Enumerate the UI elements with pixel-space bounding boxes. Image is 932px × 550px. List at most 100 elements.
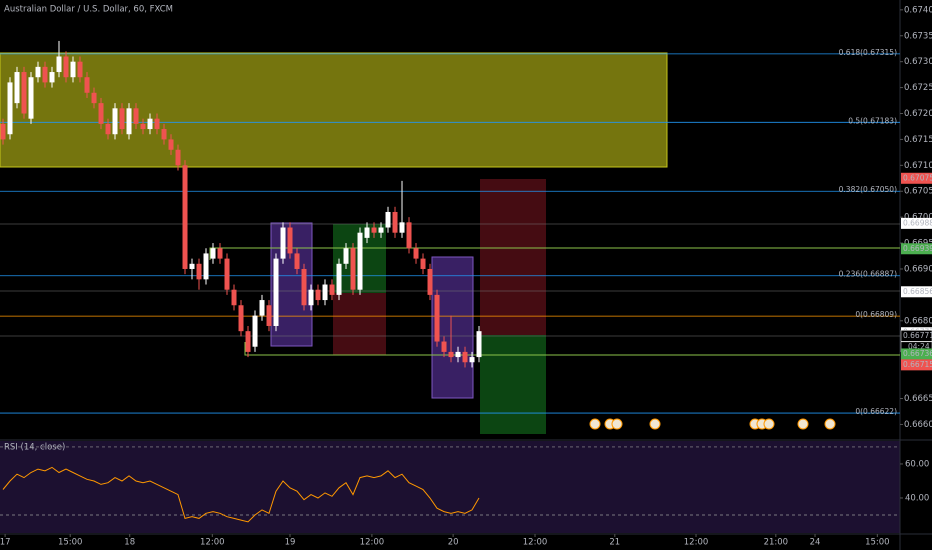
candle-body	[84, 77, 90, 93]
x-tick-label: 15:00	[865, 538, 890, 548]
x-tick-label: 24	[810, 538, 821, 548]
candle-body	[294, 253, 300, 269]
candle-body	[287, 227, 293, 254]
x-tick-label: 21:00	[764, 538, 789, 548]
candle-body	[399, 222, 405, 233]
candle-body	[21, 72, 27, 114]
y-tick-label: 60.00	[905, 459, 929, 469]
candle-body	[196, 263, 202, 280]
candle-body	[476, 331, 482, 358]
trend-line	[244, 342, 900, 356]
candle-body	[35, 66, 41, 78]
event-icon	[649, 418, 661, 430]
candle-body	[0, 123, 6, 140]
candle-body	[322, 284, 328, 301]
candle-body	[385, 211, 391, 228]
candle-body	[378, 227, 384, 233]
event-icon	[611, 418, 623, 430]
candle-body	[357, 232, 363, 290]
rsi-panel	[0, 441, 900, 533]
event-icon	[824, 418, 836, 430]
candle-body	[273, 258, 279, 326]
price-label-text: 0.66856	[903, 287, 932, 296]
candle-body	[462, 351, 468, 363]
candle-body	[161, 129, 167, 140]
candle-body	[280, 227, 286, 259]
candle-body	[329, 284, 335, 295]
candle-body	[343, 248, 349, 264]
candle-body	[336, 263, 342, 295]
indicator-title: RSI (14, close)	[4, 443, 65, 453]
price-label	[901, 359, 932, 371]
candle-body	[364, 227, 370, 238]
event-icon	[763, 418, 775, 430]
candle-body	[420, 258, 426, 269]
x-tick-label: 21	[609, 538, 620, 548]
fib-level-label: 0.236(0.66887)	[839, 270, 897, 279]
candle-body	[49, 72, 55, 83]
candle-body	[434, 294, 440, 342]
x-tick-label: 19	[285, 538, 296, 548]
candle-body	[28, 77, 34, 119]
price-label	[901, 286, 932, 298]
candle-body	[245, 331, 251, 352]
supply-zone	[0, 52, 668, 168]
x-tick-label: 12:00	[200, 538, 225, 548]
candle-body	[238, 305, 244, 332]
candle-body	[112, 108, 118, 135]
x-tick-label: 15:00	[58, 538, 83, 548]
candle-body	[77, 61, 83, 78]
stop-zone	[480, 179, 546, 335]
candle-body	[371, 227, 377, 233]
candle-body	[7, 82, 13, 135]
candle-body	[350, 248, 356, 290]
fib-level-label: 0(0.66622)	[855, 407, 897, 416]
candle-body	[133, 108, 139, 124]
candle-body	[406, 222, 412, 249]
candle-body	[105, 123, 111, 135]
x-tick-label: 18	[124, 538, 135, 548]
fib-level-label: 0.5(0.67183)	[848, 116, 897, 125]
candle-body	[455, 351, 461, 358]
price-label-text: 0.66939	[903, 244, 932, 253]
candle-body	[441, 341, 447, 352]
candle-body	[182, 165, 188, 269]
stop-zone	[333, 293, 386, 355]
candle-body	[224, 258, 230, 290]
candle-body	[56, 56, 62, 73]
candle-body	[427, 268, 433, 295]
x-tick-label: 17	[0, 538, 11, 548]
event-icons	[589, 418, 836, 430]
y-tick-label: 40.00	[905, 493, 929, 503]
rsi-line	[2, 466, 480, 523]
price-label	[901, 348, 932, 360]
candle-body	[119, 108, 125, 130]
candle-body	[42, 66, 48, 83]
candle-body	[91, 92, 97, 104]
candle-body	[392, 211, 398, 233]
candle-body	[301, 268, 307, 306]
price-label-text: 0.66988	[903, 218, 932, 227]
countdown: 04:24	[908, 342, 930, 351]
chart-title: Australian Dollar / U.S. Dollar, 60, FXC…	[4, 5, 173, 15]
candle-body	[147, 118, 153, 130]
candle-body	[140, 123, 146, 130]
event-icon	[589, 418, 601, 430]
candle-body	[252, 315, 258, 347]
x-tick-label: 20	[448, 538, 459, 548]
price-label-text: 0.66715	[903, 360, 932, 369]
event-icon	[797, 418, 809, 430]
x-tick-label: 12:00	[523, 538, 548, 548]
candle-body	[14, 72, 20, 104]
candle-body	[231, 289, 237, 306]
